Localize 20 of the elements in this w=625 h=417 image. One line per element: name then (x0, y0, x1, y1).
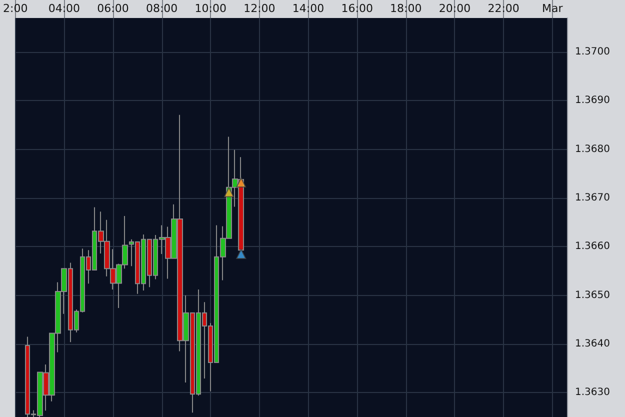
x-tick-label: 20:00 (438, 2, 471, 15)
y-tick-label: 1.3660 (575, 241, 610, 252)
y-tick-label: 1.3680 (575, 144, 610, 155)
x-tick-label: 14:00 (292, 2, 324, 15)
y-tick-label: 1.3640 (575, 338, 610, 350)
x-tick-label: Mar (542, 2, 564, 15)
x-tick-label: 22:00 (488, 2, 520, 15)
x-tick-label: 18:00 (390, 2, 422, 15)
y-tick-label: 1.3670 (575, 192, 610, 204)
x-tick-label: 2:00 (3, 2, 28, 15)
x-tick-label: 04:00 (48, 2, 80, 15)
y-tick-label: 1.3650 (575, 290, 610, 301)
x-tick-label: 16:00 (341, 2, 373, 15)
x-tick-label: 12:00 (244, 2, 276, 15)
y-tick-label: 1.3700 (575, 46, 610, 58)
y-tick-label: 1.3690 (575, 95, 610, 106)
x-tick-label: 08:00 (146, 2, 178, 15)
x-tick-label: 10:00 (194, 2, 226, 15)
x-tick-label: 06:00 (97, 2, 129, 15)
y-tick-label: 1.3630 (575, 387, 610, 398)
